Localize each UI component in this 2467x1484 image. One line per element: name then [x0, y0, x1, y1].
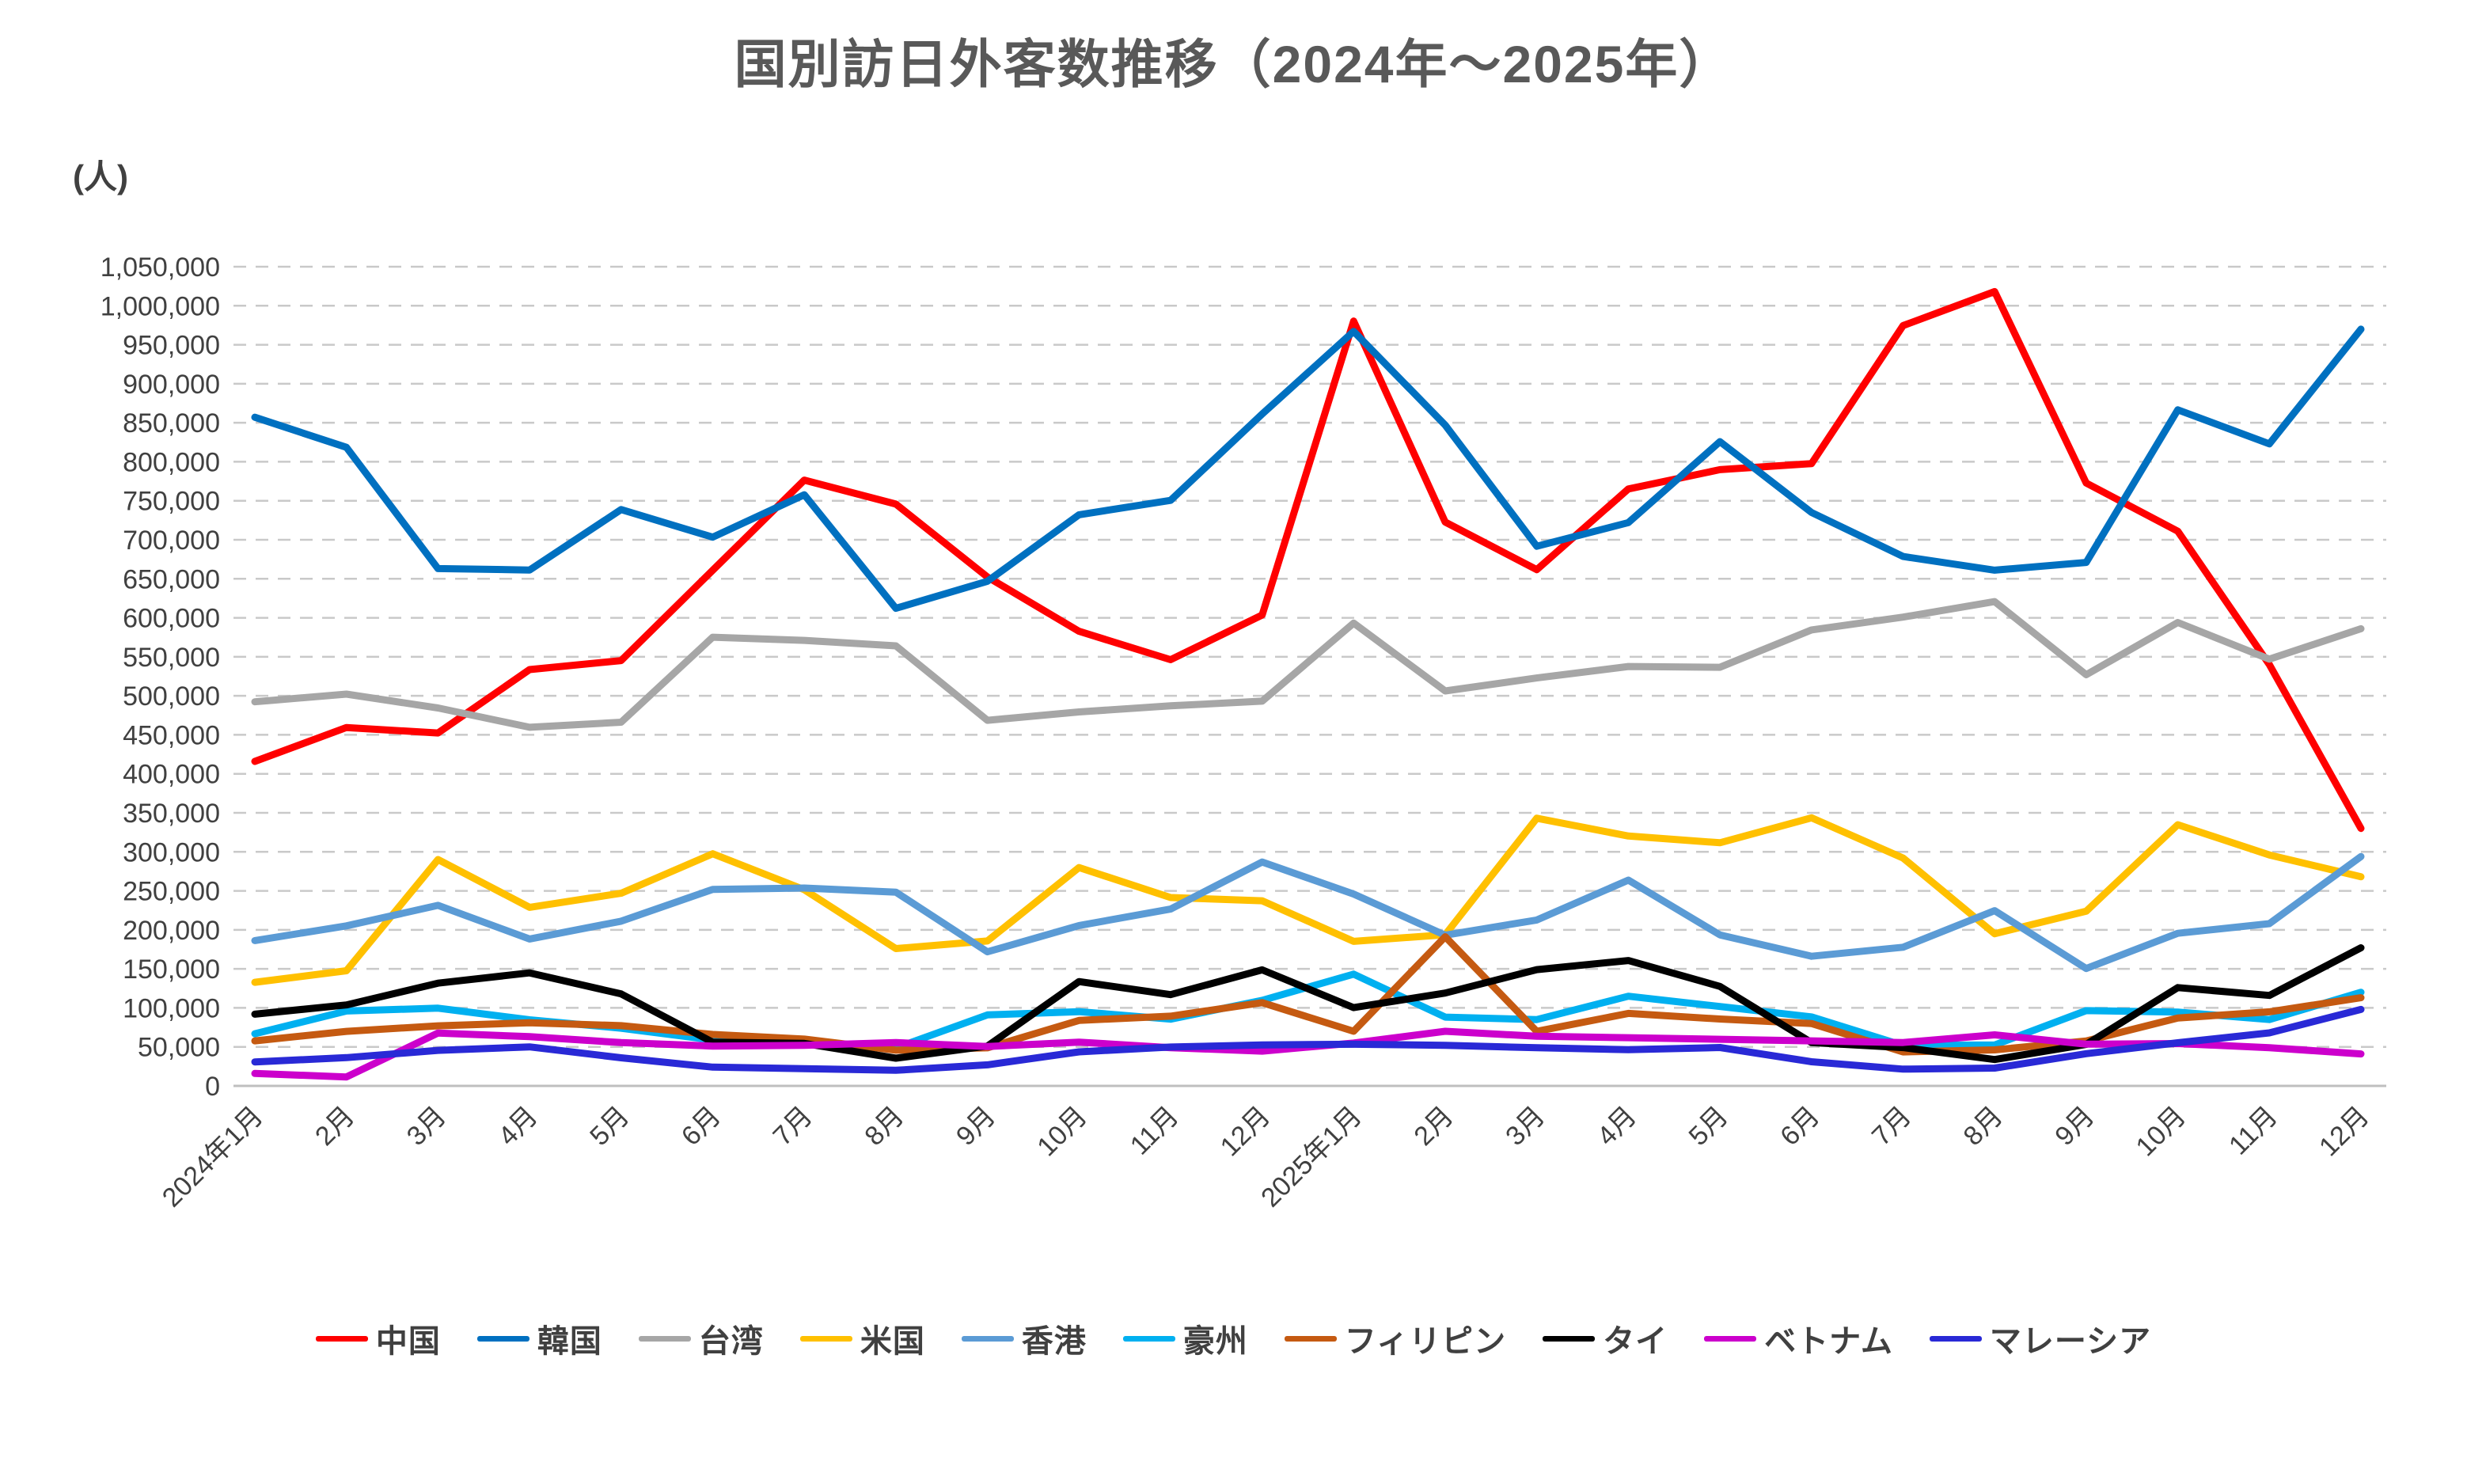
legend-line-swatch — [961, 1335, 1014, 1342]
x-axis-tick-label: 11月 — [2223, 1101, 2283, 1161]
x-axis-tick-label: 2024年1月 — [157, 1101, 269, 1213]
legend-item-米国: 米国 — [799, 1315, 925, 1361]
y-axis-tick-label: 700,000 — [123, 526, 220, 556]
x-axis-tick-label: 2025年1月 — [1255, 1101, 1368, 1213]
x-axis-tick-label: 3月 — [401, 1101, 452, 1152]
legend-item-韓国: 韓国 — [476, 1315, 602, 1361]
y-axis-tick-label: 800,000 — [123, 447, 220, 477]
legend-line-swatch — [476, 1335, 529, 1342]
x-axis-tick-label: 9月 — [951, 1101, 1001, 1152]
y-axis-tick-label: 450,000 — [123, 720, 220, 750]
legend-label: 韓国 — [537, 1324, 602, 1359]
y-axis-tick-label: 500,000 — [123, 681, 220, 712]
legend-label: 豪州 — [1182, 1324, 1248, 1359]
x-axis-tick-label: 6月 — [1774, 1101, 1825, 1152]
y-axis-tick-label: 50,000 — [138, 1033, 220, 1063]
x-axis-tick-label: 12月 — [1215, 1101, 1277, 1163]
y-axis-tick-label: 200,000 — [123, 916, 220, 946]
series-line-香港 — [251, 852, 2365, 973]
x-axis-tick-label: 2月 — [1408, 1101, 1459, 1152]
legend-label: 中国 — [375, 1324, 441, 1359]
y-axis-tick-label: 250,000 — [123, 877, 220, 907]
x-axis-tick-label: 7月 — [1866, 1101, 1917, 1152]
legend-item-台湾: 台湾 — [638, 1315, 764, 1361]
y-axis-tick-label: 350,000 — [123, 799, 220, 829]
x-axis-tick-label: 7月 — [768, 1101, 818, 1152]
x-axis-tick-label: 6月 — [676, 1101, 727, 1152]
y-axis-tick-label: 950,000 — [123, 331, 220, 361]
legend-item-中国: 中国 — [315, 1315, 441, 1361]
x-axis-tick-label: 10月 — [2131, 1101, 2192, 1163]
chart-legend: 中国 韓国 台湾 米国 香港 豪州 フィリピン タイ ベトナム マレーシア — [0, 1315, 2467, 1361]
series-line-タイ — [251, 944, 2365, 1064]
legend-label: マレーシア — [1989, 1324, 2152, 1359]
y-axis-tick-label: 150,000 — [123, 955, 220, 985]
x-axis-tick-label: 8月 — [859, 1101, 909, 1152]
y-axis-tick-label: 750,000 — [123, 487, 220, 517]
y-axis-tick-label: 400,000 — [123, 760, 220, 790]
y-axis-tick-label: 600,000 — [123, 604, 220, 634]
x-axis-tick-label: 5月 — [584, 1101, 635, 1152]
y-axis-tick-label: 1,050,000 — [101, 252, 220, 283]
legend-line-swatch — [1284, 1335, 1337, 1342]
legend-label: 米国 — [860, 1324, 925, 1359]
legend-line-swatch — [1543, 1335, 1596, 1342]
legend-item-タイ: タイ — [1543, 1315, 1668, 1361]
series-line-中国 — [251, 287, 2365, 833]
y-axis-tick-label: 0 — [205, 1072, 220, 1102]
x-axis-tick-label: 9月 — [2049, 1101, 2100, 1152]
legend-line-swatch — [1929, 1335, 1982, 1342]
y-axis-tick-label: 300,000 — [123, 837, 220, 867]
x-axis-tick-label: 12月 — [2313, 1101, 2375, 1163]
legend-item-香港: 香港 — [961, 1315, 1087, 1361]
legend-label: 香港 — [1021, 1324, 1087, 1359]
legend-label: ベトナム — [1764, 1324, 1893, 1359]
series-line-韓国 — [251, 325, 2365, 613]
x-axis-tick-label: 4月 — [492, 1101, 543, 1152]
x-axis-tick-label: 4月 — [1592, 1101, 1642, 1152]
y-axis-tick-label: 550,000 — [123, 643, 220, 673]
series-line-米国 — [251, 814, 2365, 986]
x-axis-tick-label: 10月 — [1031, 1101, 1093, 1163]
y-axis-unit-label: (人) — [73, 158, 128, 195]
x-axis-tick-label: 11月 — [1125, 1101, 1185, 1161]
x-axis-tick-label: 3月 — [1500, 1101, 1550, 1152]
legend-line-swatch — [638, 1335, 691, 1342]
legend-item-豪州: 豪州 — [1122, 1315, 1248, 1361]
legend-label: タイ — [1603, 1324, 1668, 1359]
series-line-台湾 — [251, 598, 2365, 731]
legend-line-swatch — [1122, 1335, 1175, 1342]
x-axis-tick-label: 5月 — [1683, 1101, 1733, 1152]
x-axis-tick-label: 2月 — [309, 1101, 360, 1152]
y-axis-tick-label: 1,000,000 — [101, 291, 220, 321]
legend-item-ベトナム: ベトナム — [1704, 1315, 1893, 1361]
series-line-マレーシア — [251, 1005, 2365, 1074]
legend-item-マレーシア: マレーシア — [1929, 1315, 2152, 1361]
y-axis-tick-label: 900,000 — [123, 370, 220, 400]
chart-title: 国別訪日外客数推移（2024年～2025年） — [734, 35, 1733, 93]
series-line-フィリピン — [251, 933, 2365, 1056]
x-axis-tick-label: 8月 — [1958, 1101, 2009, 1152]
legend-line-swatch — [1704, 1335, 1757, 1342]
legend-label: フィリピン — [1344, 1324, 1507, 1359]
legend-line-swatch — [799, 1335, 852, 1342]
y-axis-tick-label: 850,000 — [123, 408, 220, 438]
y-axis-tick-label: 650,000 — [123, 564, 220, 594]
legend-line-swatch — [315, 1335, 368, 1342]
legend-item-フィリピン: フィリピン — [1284, 1315, 1507, 1361]
y-axis-tick-label: 100,000 — [123, 993, 220, 1023]
legend-label: 台湾 — [698, 1324, 764, 1359]
